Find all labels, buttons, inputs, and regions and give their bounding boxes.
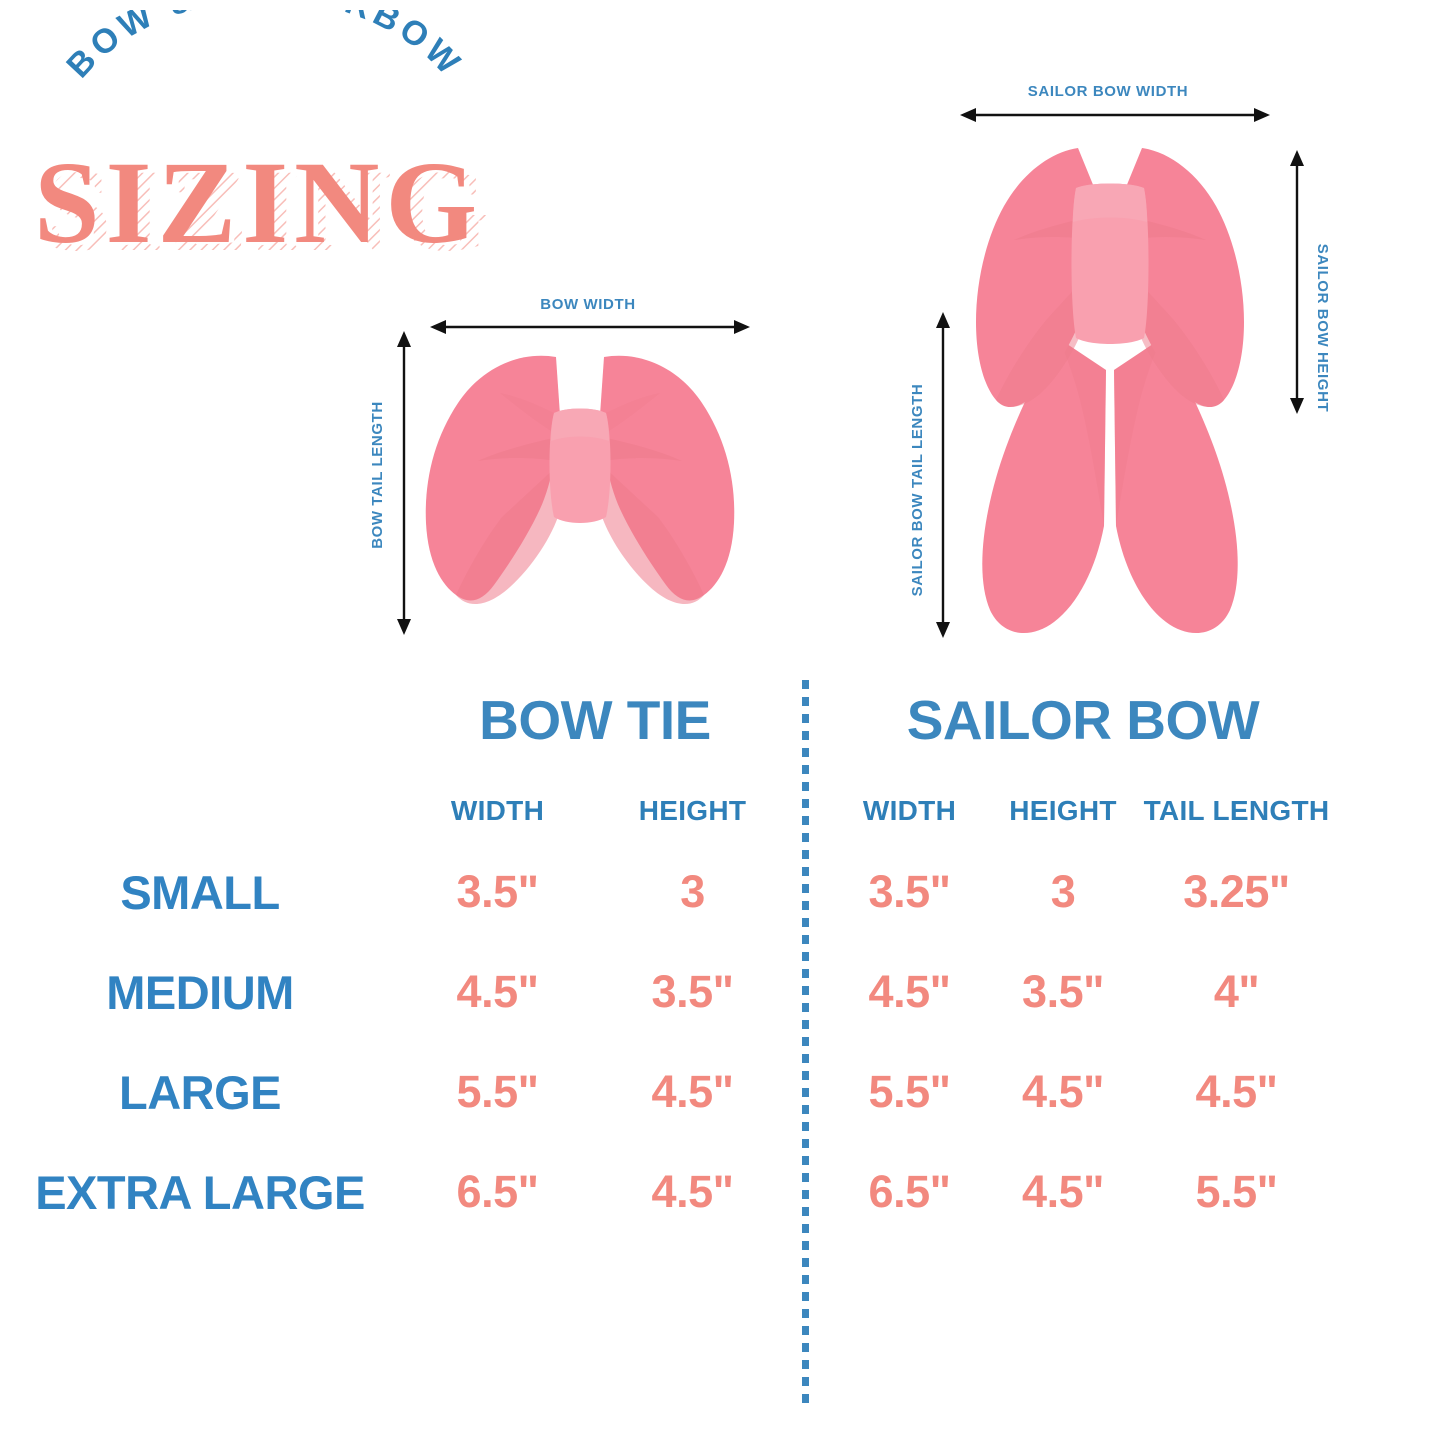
cell-extra-large-sailor-tail-length: 5.5" [1195, 1166, 1278, 1217]
bow-tie-illustration [425, 355, 735, 605]
sailor-bow-height-label: SAILOR BOW HEIGHT [1314, 244, 1331, 413]
sailor-bow-diagram: SAILOR BOW WIDTH SAILOR BOW HEIGHT SAILO… [890, 70, 1350, 650]
table-row: EXTRA LARGE 6.5" 4.5" 6.5" 4.5" 5.5" [0, 1142, 1445, 1242]
row-label-large: LARGE [119, 1065, 282, 1119]
cell-small-sailor-height: 3 [1050, 866, 1076, 917]
sizing-wordmark: SIZING SIZING [32, 158, 512, 268]
cell-medium-bowtie-width: 4.5" [456, 966, 539, 1017]
cell-medium-sailor-tail-length: 4" [1213, 966, 1260, 1017]
table-row: MEDIUM 4.5" 3.5" 4.5" 3.5" 4" [0, 942, 1445, 1042]
cell-small-sailor-width: 3.5" [868, 866, 951, 917]
row-label-extra-large: EXTRA LARGE [35, 1165, 365, 1219]
size-table: BOW TIE SAILOR BOW WIDTH HEIGHT WIDTH HE… [0, 660, 1445, 1242]
table-row: SMALL 3.5" 3 3.5" 3 3.25" [0, 842, 1445, 942]
bow-tie-diagram: BOW WIDTH BOW TAIL LENGTH [360, 285, 780, 645]
row-label-medium: MEDIUM [106, 965, 294, 1019]
table-group-header-row: BOW TIE SAILOR BOW [0, 660, 1445, 780]
sailor-bow-illustration [976, 148, 1244, 634]
cell-small-sailor-tail-length: 3.25" [1183, 866, 1290, 917]
cell-small-bowtie-width: 3.5" [456, 866, 539, 917]
bow-tail-length-label: BOW TAIL LENGTH [369, 401, 386, 549]
group-title-sailor-bow: SAILOR BOW [906, 689, 1260, 751]
table-column-header-row: WIDTH HEIGHT WIDTH HEIGHT TAIL LENGTH [0, 780, 1445, 842]
cell-large-bowtie-width: 5.5" [456, 1066, 539, 1117]
row-label-small: SMALL [120, 865, 280, 919]
cell-medium-sailor-height: 3.5" [1022, 966, 1104, 1017]
cell-large-sailor-height: 4.5" [1022, 1066, 1104, 1117]
col-head-bowtie-width: WIDTH [450, 795, 545, 826]
cell-extra-large-bowtie-width: 6.5" [456, 1166, 539, 1217]
sizing-wordmark-text: SIZING [34, 158, 483, 268]
sizing-wordmark-shadow: SIZING [46, 158, 495, 268]
cell-medium-sailor-width: 4.5" [868, 966, 951, 1017]
bow-width-label: BOW WIDTH [540, 296, 635, 313]
cell-medium-bowtie-height: 3.5" [651, 966, 734, 1017]
col-head-sailor-width: WIDTH [862, 795, 957, 826]
cell-large-bowtie-height: 4.5" [651, 1066, 734, 1117]
cell-small-bowtie-height: 3 [680, 866, 705, 917]
sailor-bow-tail-length-label: SAILOR BOW TAIL LENGTH [909, 384, 926, 597]
group-title-bow-tie: BOW TIE [479, 689, 711, 751]
sailor-bow-width-label: SAILOR BOW WIDTH [1028, 83, 1188, 100]
cell-large-sailor-tail-length: 4.5" [1195, 1066, 1278, 1117]
cell-extra-large-sailor-height: 4.5" [1022, 1166, 1104, 1217]
column-divider [802, 680, 809, 1405]
col-head-sailor-tail-length: TAIL LENGTH [1143, 795, 1330, 826]
cell-extra-large-bowtie-height: 4.5" [651, 1166, 734, 1217]
cell-extra-large-sailor-width: 6.5" [868, 1166, 951, 1217]
cell-large-sailor-width: 5.5" [868, 1066, 951, 1117]
col-head-bowtie-height: HEIGHT [638, 795, 747, 826]
col-head-sailor-height: HEIGHT [1009, 795, 1117, 826]
table-row: LARGE 5.5" 4.5" 5.5" 4.5" 4.5" [0, 1042, 1445, 1142]
